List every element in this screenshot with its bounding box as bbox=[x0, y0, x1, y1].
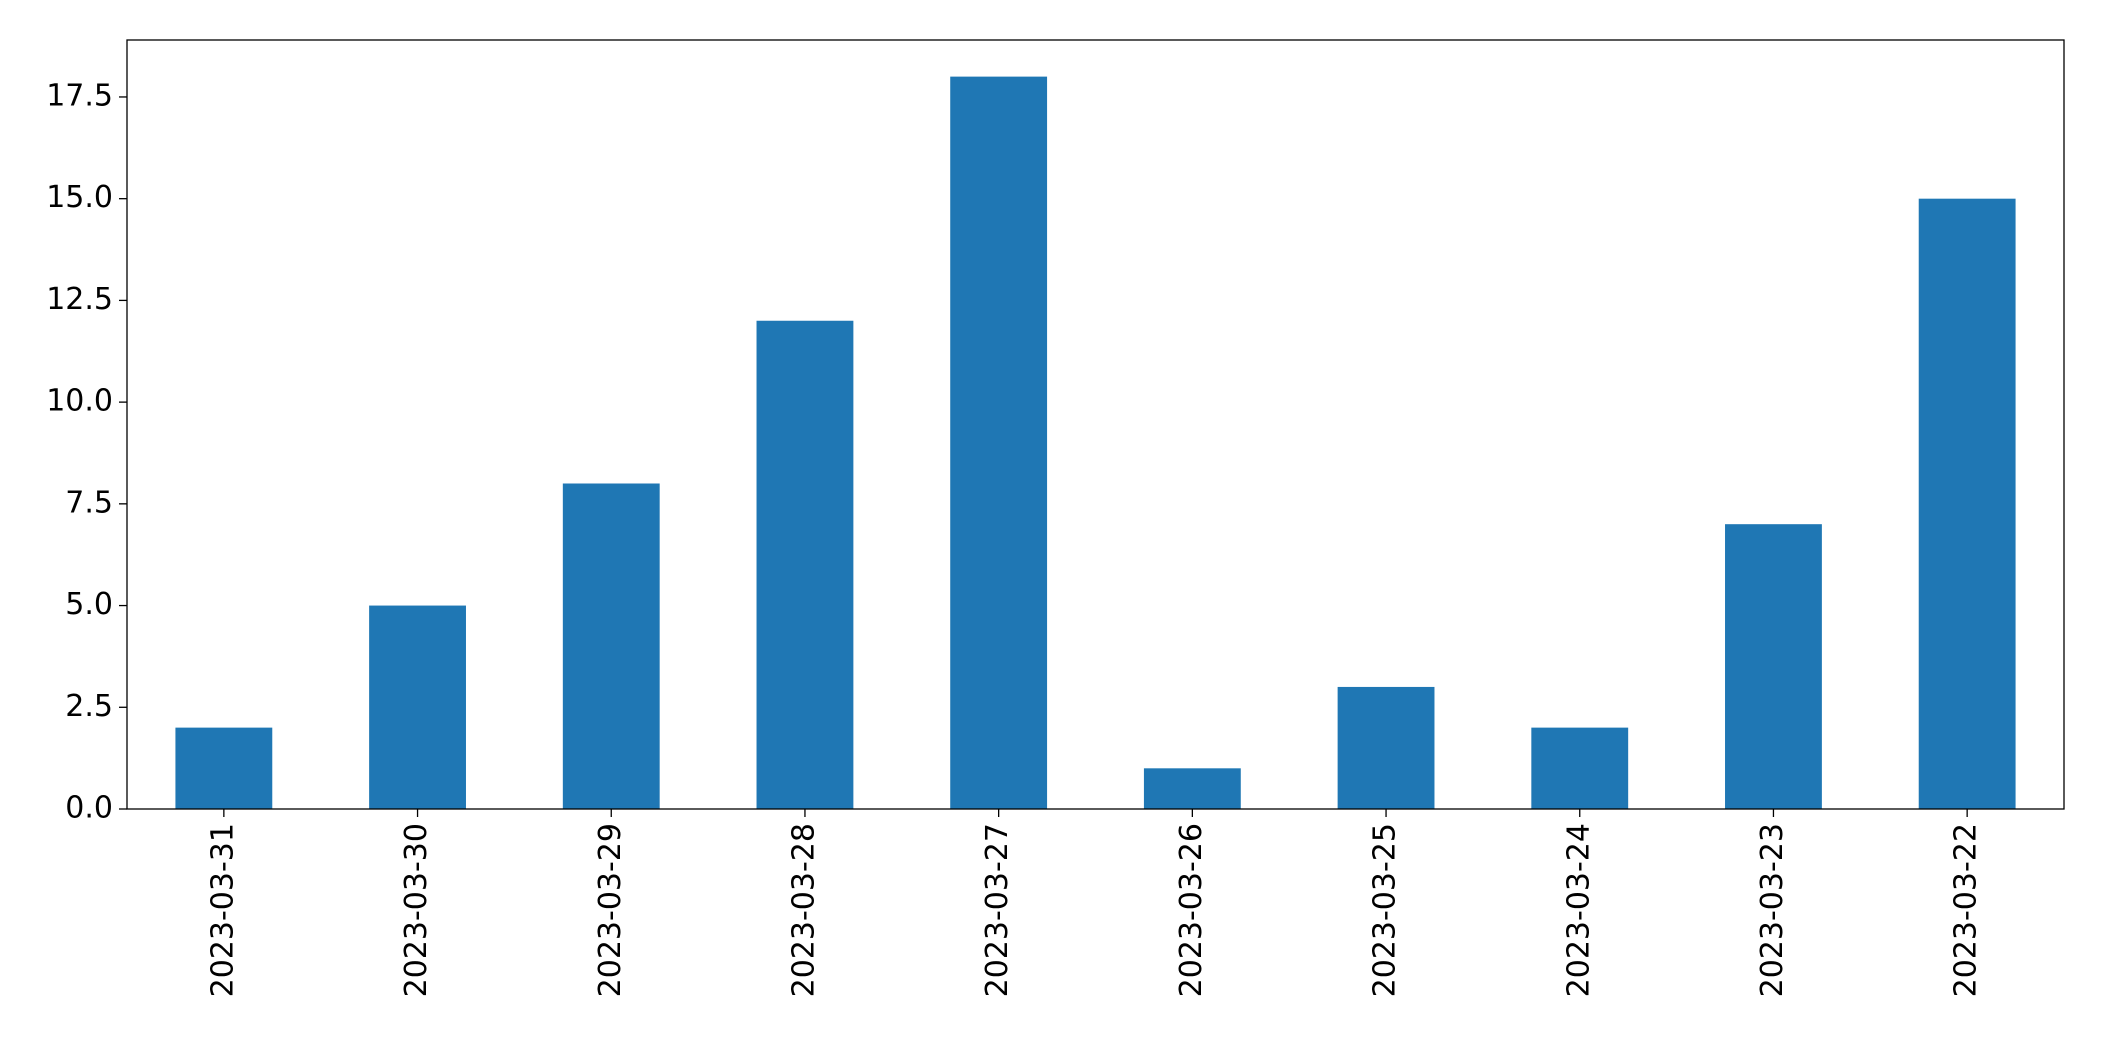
y-tick-label: 2.5 bbox=[65, 689, 113, 724]
bar bbox=[369, 605, 466, 809]
x-tick-label: 2023-03-28 bbox=[786, 823, 821, 997]
x-tick-label: 2023-03-31 bbox=[205, 823, 240, 997]
x-tick-label: 2023-03-24 bbox=[1561, 823, 1596, 997]
bar bbox=[1531, 727, 1629, 809]
y-tick-label: 0.0 bbox=[65, 791, 113, 826]
y-tick-label: 5.0 bbox=[65, 587, 113, 622]
x-tick-label: 2023-03-25 bbox=[1368, 823, 1403, 997]
x-tick-label: 2023-03-30 bbox=[399, 823, 434, 997]
bar bbox=[1143, 768, 1241, 809]
bar bbox=[756, 320, 854, 809]
y-tick-label: 15.0 bbox=[46, 180, 113, 215]
plot-frame bbox=[126, 39, 2065, 810]
bar bbox=[1725, 524, 1822, 809]
bar bbox=[1337, 686, 1435, 809]
bar bbox=[175, 727, 273, 809]
x-tick-label: 2023-03-26 bbox=[1174, 823, 1209, 997]
x-tick-label: 2023-03-23 bbox=[1755, 823, 1790, 997]
x-tick-label: 2023-03-29 bbox=[593, 823, 628, 997]
bar bbox=[1918, 198, 2016, 809]
x-tick-label: 2023-03-22 bbox=[1949, 823, 1984, 997]
bar bbox=[562, 483, 660, 809]
y-tick-label: 12.5 bbox=[46, 282, 113, 317]
y-tick-label: 10.0 bbox=[46, 384, 113, 419]
y-tick-label: 17.5 bbox=[46, 78, 113, 113]
x-tick-label: 2023-03-27 bbox=[980, 823, 1015, 997]
bar bbox=[950, 76, 1048, 810]
y-tick-label: 7.5 bbox=[65, 485, 113, 520]
